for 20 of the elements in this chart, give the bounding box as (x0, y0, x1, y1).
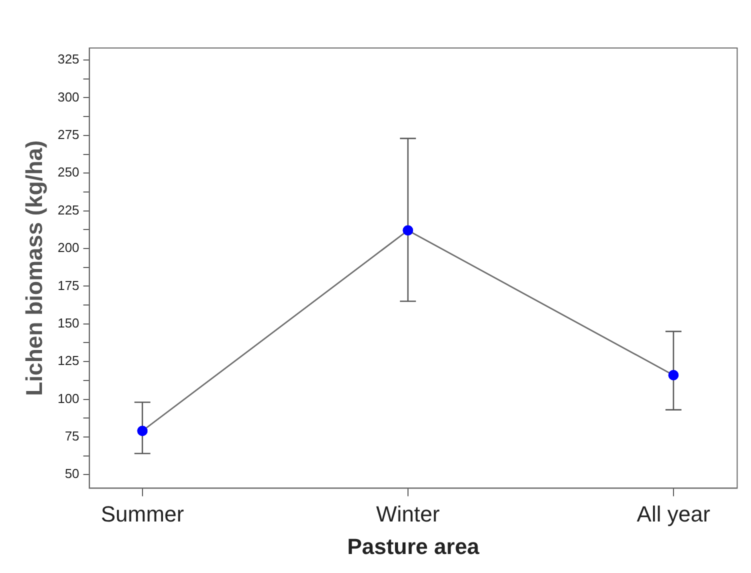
y-tick-label: 150 (58, 315, 80, 330)
y-tick-label: 275 (58, 127, 80, 142)
y-tick-label: 325 (58, 52, 80, 67)
y-tick-label: 125 (58, 353, 80, 368)
y-tick-label: 200 (58, 240, 80, 256)
x-axis-title: Pasture area (347, 534, 480, 559)
y-tick-label: 225 (58, 202, 80, 218)
y-axis-title: Lichen biomass (kg/ha) (21, 140, 48, 396)
y-tick-label: 50 (64, 466, 80, 482)
x-tick-label: Winter (376, 501, 440, 526)
point (137, 426, 148, 436)
point (668, 370, 679, 380)
y-tick-label: 175 (58, 278, 80, 293)
x-tick-label: Summer (100, 501, 184, 526)
x-tick-label: All year (636, 501, 710, 526)
y-tick-label: 75 (64, 428, 80, 444)
y-tick-label: 100 (58, 390, 80, 406)
y-tick-label: 250 (58, 164, 80, 180)
y-tick-label: 300 (58, 89, 80, 104)
point (402, 225, 414, 236)
